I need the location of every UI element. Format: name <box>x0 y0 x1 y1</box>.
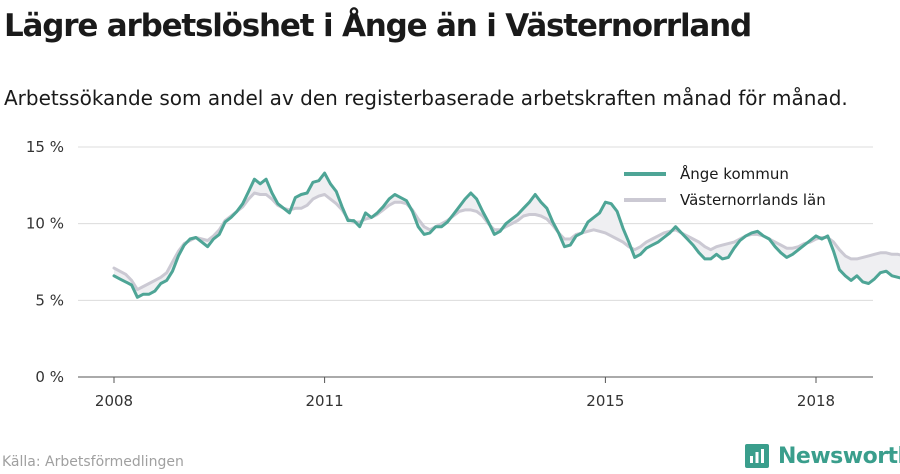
brand-name: Newsworthy <box>778 443 900 469</box>
grid-lines: 0 % 5 % 10 % 15 % <box>26 138 873 386</box>
brand-logo[interactable]: Newsworthy <box>745 440 900 472</box>
series-line-vasternorrland <box>112 191 900 292</box>
y-tick-label: 5 % <box>35 291 64 309</box>
legend-label: Västernorrlands län <box>680 191 826 209</box>
x-tick-label: 2015 <box>586 392 624 410</box>
newsworthy-logo-icon <box>745 444 769 468</box>
chart-subtitle: Arbetssökande som andel av den registerb… <box>4 86 848 110</box>
x-axis: 20082011201520182021 <box>95 377 835 410</box>
x-tick-label: 2008 <box>95 392 133 410</box>
series-lines <box>112 171 900 299</box>
y-tick-label: 10 % <box>26 215 64 233</box>
y-tick-label: 15 % <box>26 138 64 156</box>
y-tick-label: 0 % <box>35 368 64 386</box>
legend-label: Ånge kommun <box>680 164 789 183</box>
series-line-ange <box>112 171 900 299</box>
x-tick-label: 2011 <box>306 392 344 410</box>
source-note: Källa: Arbetsförmedlingen <box>2 454 184 470</box>
x-tick-label: 2018 <box>797 392 835 410</box>
chart-title: Lägre arbetslöshet i Ånge än i Västernor… <box>4 8 752 44</box>
legend: Ånge kommun Västernorrlands län <box>624 164 826 209</box>
